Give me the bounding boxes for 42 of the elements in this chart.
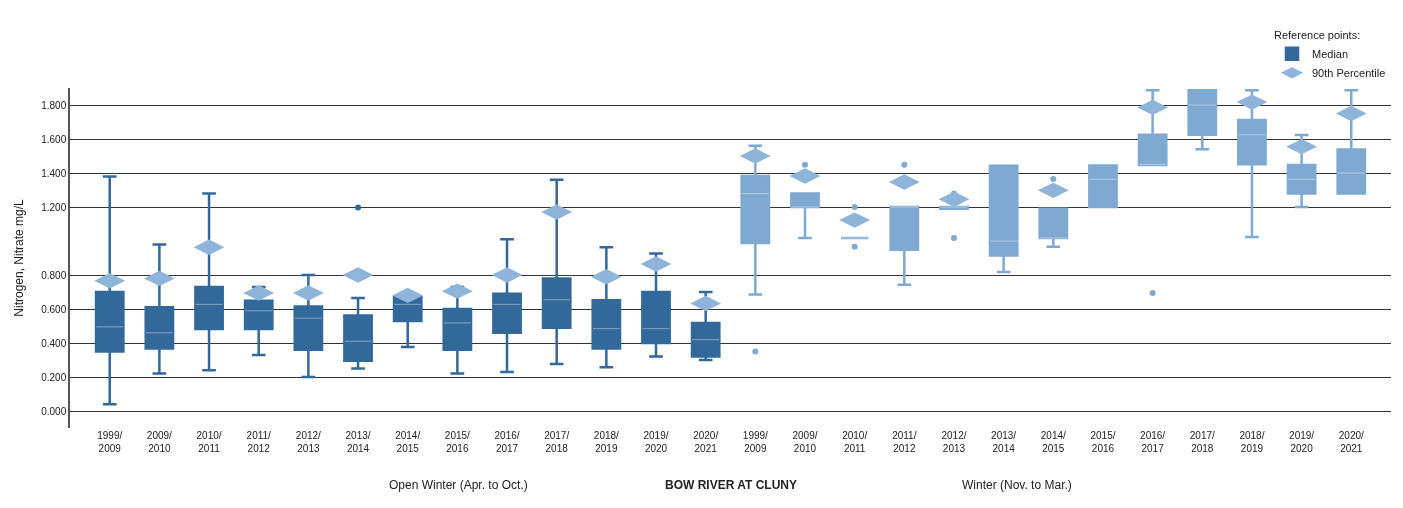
x-tick-label: 2016/2017 [494, 430, 520, 454]
y-tick-label: 1.200 [41, 201, 67, 213]
text: Open Winter (Apr. to Oct.) [389, 478, 528, 492]
x-tick-label: 2011/2012 [892, 430, 917, 454]
x-tick-label: 2020/2021 [693, 430, 719, 454]
x-tick-label: 2020/2021 [1338, 430, 1364, 454]
x-tick-label: 2017/2018 [544, 430, 570, 454]
text: BOW RIVER AT CLUNY [665, 478, 797, 492]
x-tick-label: 2017/2018 [1189, 430, 1216, 454]
x-tick-label: 2011/2012 [246, 430, 272, 454]
x-tick-label: 2018/2019 [1239, 430, 1265, 454]
y-tick-label: 0.400 [41, 337, 67, 349]
text: Winter (Nov. to Mar.) [962, 478, 1072, 492]
x-tick-label: 2010/2011 [842, 430, 868, 454]
x-tick-label: 2013/2014 [345, 430, 371, 454]
x-tick-label: 2018/2019 [593, 430, 620, 454]
x-tick-label: 2013/2014 [991, 430, 1017, 454]
y-tick-label: 1.800 [41, 99, 67, 111]
x-tick-label: 2016/2017 [1140, 430, 1166, 454]
y-tick-label: 0.000 [41, 405, 67, 417]
x-tick-label: 2015/2016 [1090, 430, 1116, 454]
x-tick-label: 2012/2013 [941, 430, 967, 454]
x-tick-label: 2014/2015 [395, 430, 421, 454]
x-tick-label: 2015/2016 [444, 430, 471, 454]
y-tick-label: 0.800 [41, 269, 67, 281]
y-tick-label: 0.600 [41, 303, 67, 315]
x-tick-label: 2012/2013 [295, 430, 322, 454]
x-tick-label: 2010/2011 [196, 430, 222, 454]
x-tick-label: 2019/2020 [643, 430, 669, 454]
y-tick-label: 0.200 [41, 371, 67, 383]
y-tick-label: 1.600 [41, 133, 67, 145]
x-tick-label: 1999/2009 [742, 430, 769, 454]
legend-label: 90th Percentile [1312, 67, 1386, 80]
x-tick-label: 1999/2009 [97, 430, 123, 454]
x-tick-label: 2014/2015 [1040, 430, 1067, 454]
y-axis-title: Nitrogen, Nitrate mg/L [12, 198, 27, 317]
x-tick-label: 2009/2010 [146, 430, 173, 454]
legend-label: Median [1312, 48, 1349, 61]
x-tick-label: 2009/2010 [792, 430, 818, 454]
y-tick-label: 1.400 [41, 167, 67, 179]
legend-title: Reference points: [1274, 29, 1361, 42]
x-tick-label: 2019/2020 [1289, 430, 1315, 454]
